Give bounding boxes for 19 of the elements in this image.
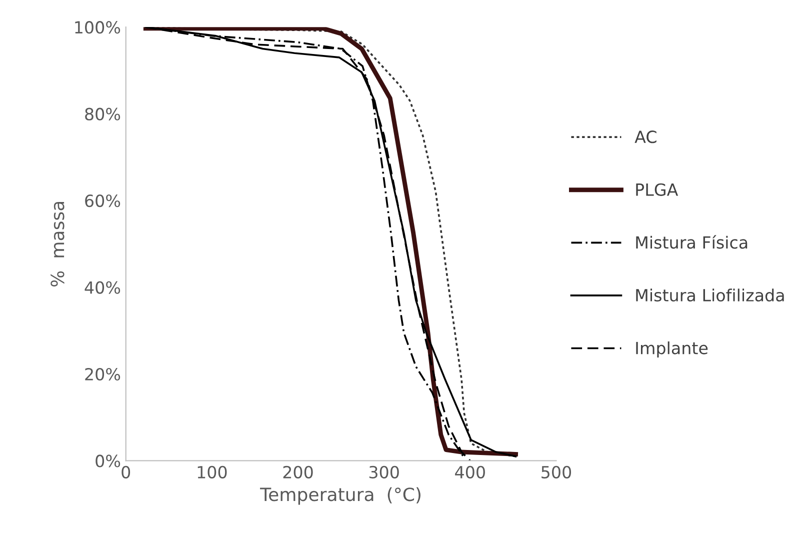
y-axis-title: % massa [50,202,64,286]
x-axis-title: Temperatura (°C) [260,487,420,505]
x-tick-label: 400 [455,466,485,478]
y-tick-label: 40% [84,281,120,294]
x-tick-label: 300 [369,466,399,478]
y-tick-label: 20% [85,368,120,381]
x-tick-label: 0 [122,466,130,478]
legend-label: PLGA [636,183,678,196]
x-tick-label: 100 [198,466,227,478]
legend-label: Mistura Liofilizada [636,288,784,302]
y-tick-label: 0% [96,454,120,468]
legend-label: Mistura Física [636,235,748,249]
x-tick-label: 200 [283,466,313,478]
legend-label: AC [634,130,656,144]
x-tick-label: 500 [542,466,572,478]
y-tick-label: 80% [85,108,120,120]
y-tick-label: 60% [85,194,120,208]
y-tick-label: 100% [75,21,120,34]
legend-label: Implante [636,341,708,358]
